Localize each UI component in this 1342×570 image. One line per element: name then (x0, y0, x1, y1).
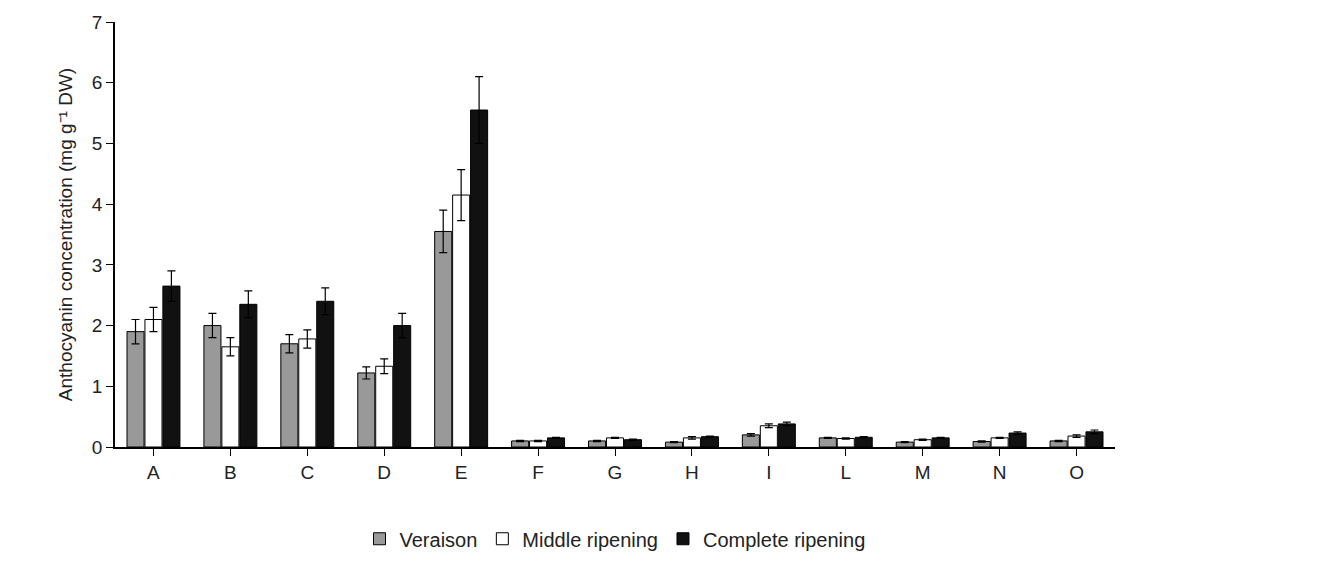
svg-text:B: B (224, 462, 237, 483)
svg-text:7: 7 (92, 12, 103, 33)
svg-text:N: N (993, 462, 1007, 483)
svg-text:H: H (685, 462, 699, 483)
svg-text:O: O (1069, 462, 1084, 483)
svg-text:G: G (608, 462, 623, 483)
svg-text:1: 1 (92, 376, 103, 397)
svg-text:5: 5 (92, 133, 103, 154)
svg-text:Complete ripening: Complete ripening (703, 529, 865, 551)
svg-text:A: A (147, 462, 160, 483)
svg-text:C: C (300, 462, 314, 483)
svg-text:2: 2 (92, 315, 103, 336)
svg-text:Veraison: Veraison (400, 529, 478, 551)
svg-text:6: 6 (92, 72, 103, 93)
svg-text:Middle ripening: Middle ripening (522, 529, 658, 551)
svg-text:0: 0 (92, 437, 103, 458)
svg-text:4: 4 (92, 194, 103, 215)
svg-text:E: E (455, 462, 468, 483)
svg-text:Anthocyanin concentration (mg: Anthocyanin concentration (mg g⁻¹ DW) (55, 68, 76, 401)
svg-text:3: 3 (92, 255, 103, 276)
svg-text:F: F (532, 462, 544, 483)
svg-text:L: L (840, 462, 851, 483)
svg-text:M: M (915, 462, 931, 483)
svg-text:I: I (766, 462, 771, 483)
svg-text:D: D (377, 462, 391, 483)
